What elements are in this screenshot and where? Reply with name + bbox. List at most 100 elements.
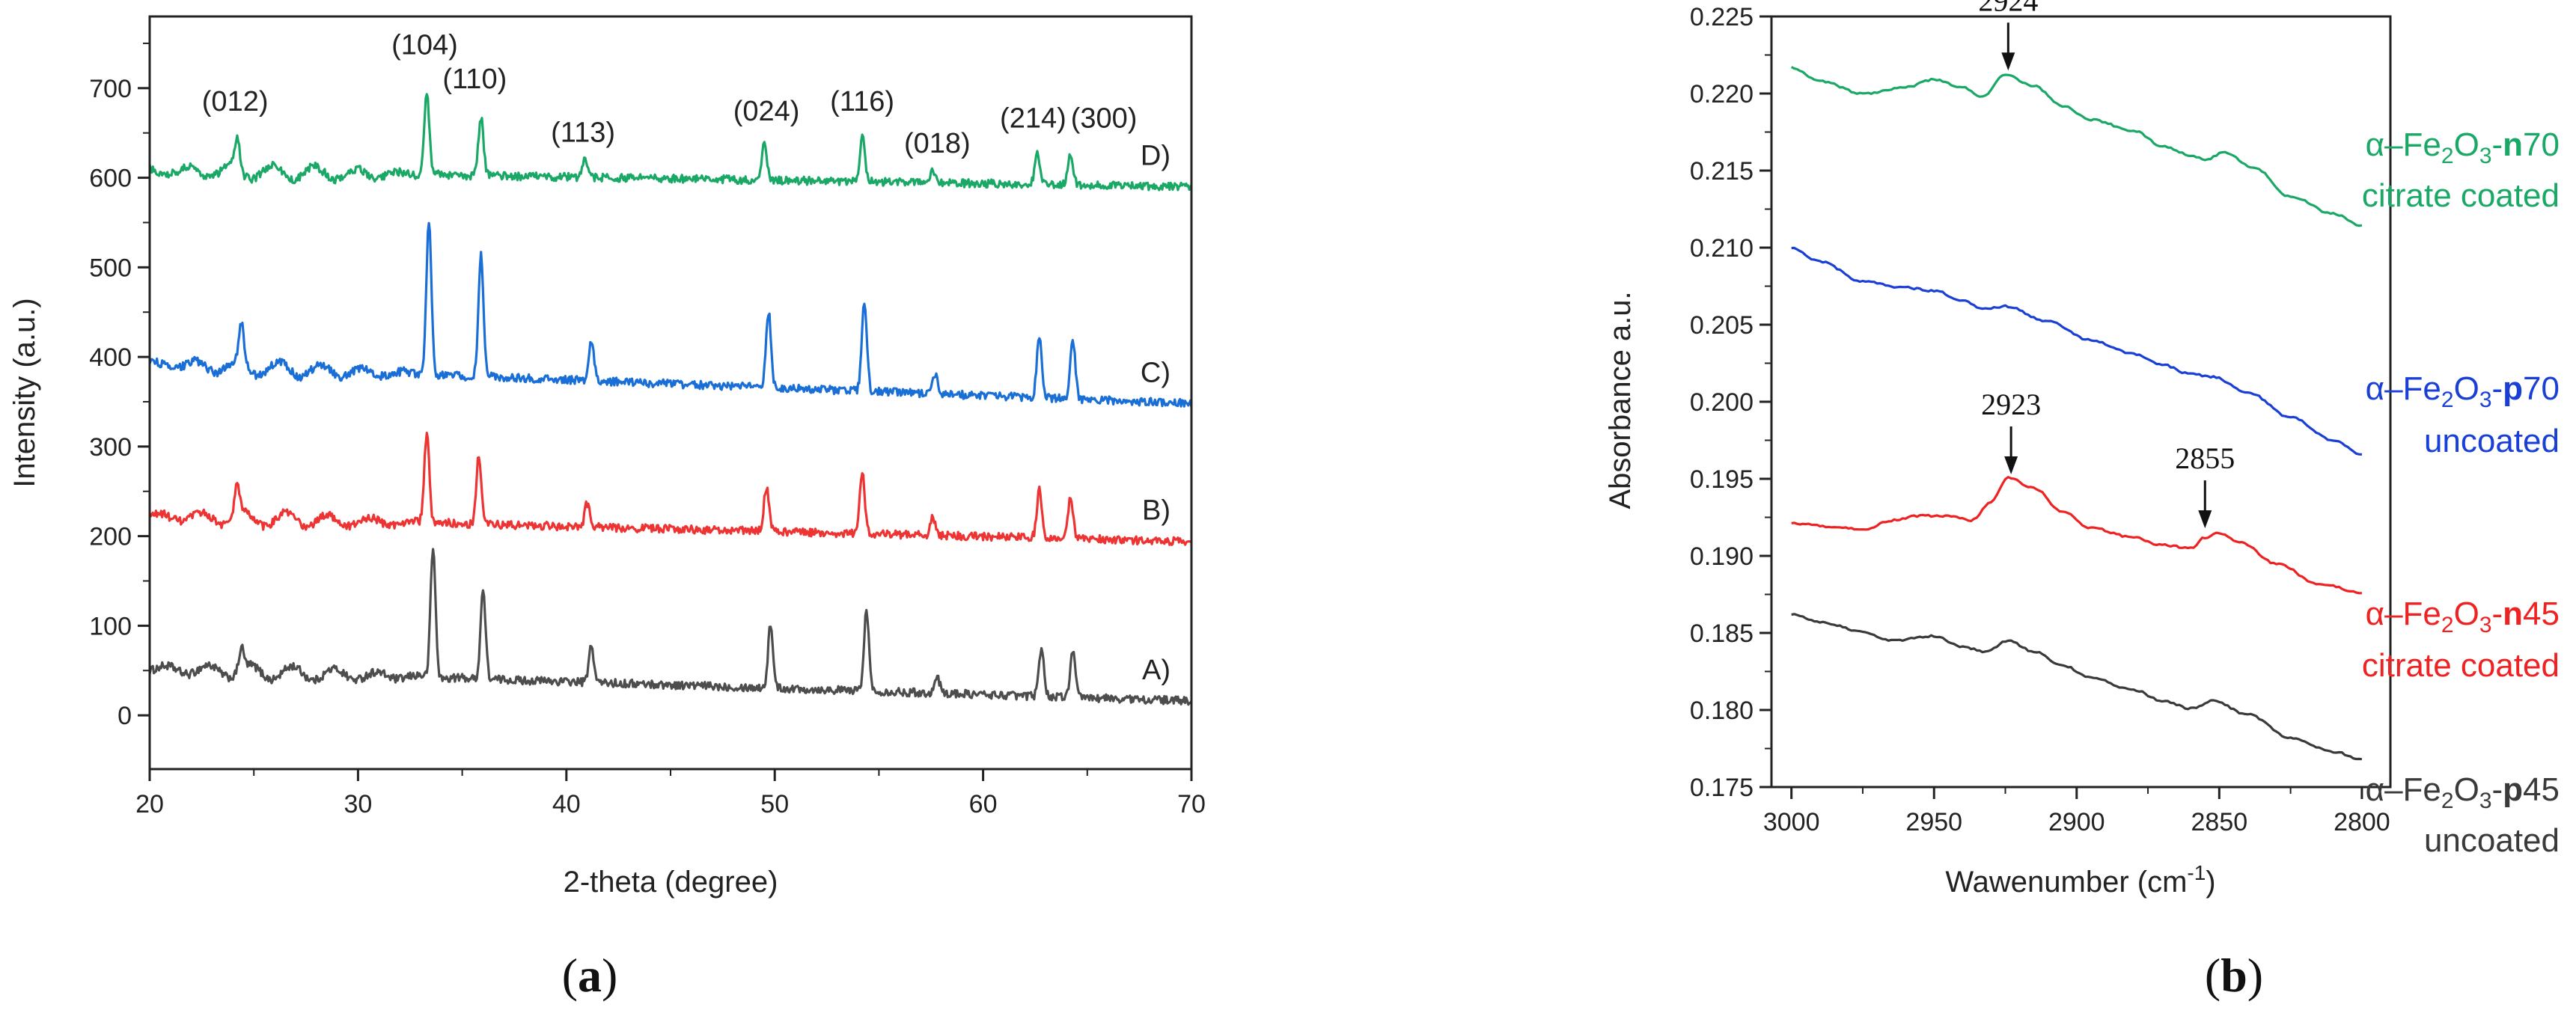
panel-b-y-tick-label: 0.190 — [1690, 542, 1754, 571]
legend-text-dash: - — [2492, 370, 2503, 407]
panel-a-y-tick-label: 600 — [89, 165, 132, 193]
legend-subscript: 3 — [2479, 613, 2492, 637]
panel-b-x-axis-label: Wawenumber (cm-1) — [1945, 861, 2215, 899]
panel-b-plot-frame — [1770, 15, 2392, 789]
panel-a-series-line — [148, 548, 1193, 706]
legend-text-oxygen: O — [2454, 771, 2479, 808]
legend-text-alpha-fe: α–Fe — [2366, 596, 2441, 632]
panel-a-reflection-label: (113) — [551, 117, 615, 149]
panel-a-x-tick-label: 20 — [135, 790, 164, 818]
legend-subscript: 3 — [2479, 789, 2492, 813]
panel-a-y-tick-label: 700 — [89, 75, 132, 103]
panel-a-series-label: C) — [1141, 357, 1171, 388]
legend-subscript: 2 — [2441, 613, 2454, 637]
panel-b-ftir-chart: 3000 2950 2900 2850 2800 0.175 0.180 0.185 0.190… — [1604, 0, 2560, 1002]
panel-b-peak-arrow-head — [2001, 52, 2015, 71]
panel-a-y-tick-label: 200 — [89, 523, 132, 551]
panel-a-reflection-label: (012) — [202, 86, 269, 117]
legend-text-oxygen: O — [2454, 370, 2479, 407]
panel-b-legend-title: α–Fe2O3-n45 — [2366, 596, 2560, 637]
panel-b-x-axis-label-main: Wawenumber (cm — [1945, 866, 2187, 899]
panel-b-legend-title: α–Fe2O3-n70 — [2366, 126, 2560, 168]
panel-a-caption: (a) — [562, 949, 618, 1002]
panel-a-y-axis-label: Intensity (a.u.) — [8, 298, 41, 487]
panel-b-peak-label: 2923 — [1981, 388, 2041, 421]
legend-subscript: 2 — [2441, 789, 2454, 813]
panel-a-series-label: D) — [1141, 140, 1171, 171]
panel-a-y-tick-label: 0 — [117, 702, 132, 730]
legend-text-oxygen: O — [2454, 126, 2479, 163]
panel-b-axes: 3000 2950 2900 2850 2800 0.175 0.180 0.185 0.190… — [1690, 3, 2390, 836]
panel-b-series-line — [1791, 476, 2362, 595]
panel-b-series-group — [1790, 66, 2363, 761]
legend-text-bold-letter: n — [2503, 596, 2523, 632]
panel-a-x-tick-label: 70 — [1177, 790, 1206, 818]
panel-b-y-axis-label: Absorbance a.u. — [1604, 291, 1637, 509]
panel-b-legend-subtitle: uncoated — [2424, 822, 2560, 859]
panel-b-x-axis-label-superscript: -1 — [2187, 861, 2206, 884]
panel-b-y-tick-label: 0.195 — [1690, 465, 1754, 494]
panel-b-y-tick-label: 0.185 — [1690, 619, 1754, 648]
panel-a-x-tick-label: 30 — [344, 790, 372, 818]
panel-b-y-tick-label: 0.180 — [1690, 697, 1754, 725]
legend-text-bold-letter: p — [2503, 771, 2523, 808]
panel-a-caption-letter: a — [578, 949, 602, 1002]
panel-a-reflection-label: (018) — [904, 128, 971, 159]
panel-a-y-tick-label: 300 — [89, 433, 132, 462]
panel-b-legend-title: α–Fe2O3-p45 — [2366, 771, 2560, 813]
panel-a-series-line — [148, 93, 1193, 192]
panel-b-x-axis-label-end: ) — [2206, 866, 2215, 899]
legend-text-dash: - — [2492, 126, 2503, 163]
panel-a-reflection-label: (110) — [442, 64, 507, 95]
legend-text-alpha-fe: α–Fe — [2366, 771, 2441, 808]
panel-a-series-label: A) — [1142, 655, 1171, 686]
panel-b-peak-arrow-head — [2198, 510, 2212, 529]
legend-text-alpha-fe: α–Fe — [2366, 126, 2441, 163]
legend-text-bold-letter: p — [2503, 370, 2523, 407]
panel-a-series-group: A) B) C) D) — [148, 93, 1193, 706]
legend-text-dash: - — [2492, 596, 2503, 632]
panel-b-legend-subtitle: uncoated — [2424, 423, 2560, 459]
panel-b-x-tick-label: 3000 — [1763, 808, 1820, 836]
panel-b-y-tick-label: 0.225 — [1690, 3, 1754, 31]
panel-b-y-tick-label: 0.210 — [1690, 234, 1754, 263]
legend-subscript: 2 — [2441, 388, 2454, 412]
panel-a-reflection-label: (104) — [391, 29, 458, 61]
panel-b-peak-arrow-head — [2004, 456, 2018, 474]
panel-b-legend-subtitle: citrate coated — [2362, 647, 2560, 684]
panel-b-caption-letter: b — [2221, 949, 2247, 1002]
panel-a-y-tick-label: 400 — [89, 343, 132, 372]
legend-subscript: 3 — [2479, 388, 2492, 412]
panel-a-reflection-labels: (012) (104)(110) (113) (024) (116) (018) (214)… — [202, 29, 1138, 159]
legend-text-size: 45 — [2523, 771, 2560, 808]
panel-b-caption: (b) — [2205, 949, 2263, 1002]
panel-b-x-tick-label: 2850 — [2191, 808, 2248, 836]
legend-subscript: 3 — [2479, 144, 2492, 168]
panel-a-x-axis-label: 2-theta (degree) — [564, 866, 778, 899]
panel-a-x-tick-label: 50 — [760, 790, 789, 818]
legend-text-size: 70 — [2523, 126, 2560, 163]
legend-subscript: 2 — [2441, 144, 2454, 168]
panel-b-y-tick-label: 0.175 — [1690, 774, 1754, 802]
panel-b-y-tick-label: 0.220 — [1690, 80, 1754, 108]
legend-text-size: 45 — [2523, 596, 2560, 632]
panel-a-reflection-label: (116) — [830, 86, 894, 117]
panel-b-x-tick-label: 2900 — [2048, 808, 2105, 836]
panel-b-series-line — [1791, 613, 2363, 761]
legend-text-dash: - — [2492, 771, 2503, 808]
legend-text-alpha-fe: α–Fe — [2366, 370, 2441, 407]
panel-a-x-tick-label: 60 — [969, 790, 998, 818]
panel-b-peak-label: 2924 — [1978, 0, 2038, 17]
legend-text-bold-letter: n — [2503, 126, 2523, 163]
panel-b-peak-annotations: 2924 2923 2855 — [1978, 0, 2235, 529]
panel-a-series-label: B) — [1142, 495, 1171, 527]
panel-a-reflection-label: (214) — [1000, 103, 1066, 135]
legend-text-oxygen: O — [2454, 596, 2479, 632]
panel-b-y-tick-label: 0.205 — [1690, 311, 1754, 340]
panel-b-y-tick-label: 0.200 — [1690, 388, 1754, 417]
panel-b-x-tick-label: 2950 — [1905, 808, 1962, 836]
panel-a-x-tick-label: 40 — [552, 790, 581, 818]
